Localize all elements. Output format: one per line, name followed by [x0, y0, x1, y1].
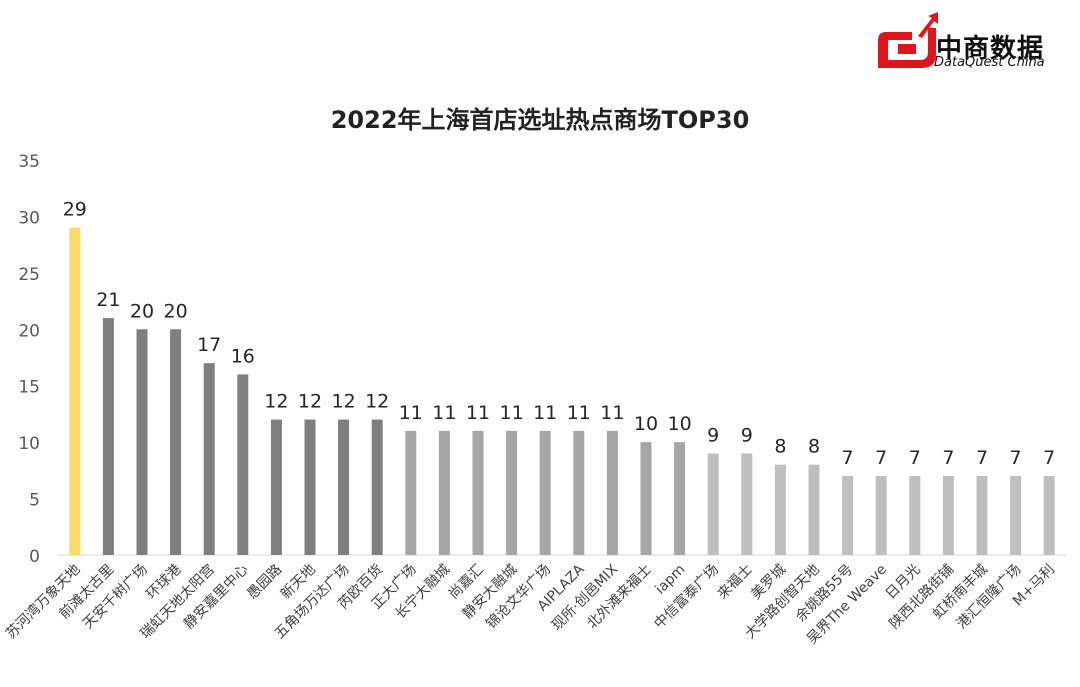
bar [102, 318, 114, 555]
bar-value-label: 8 [774, 436, 786, 458]
bar [741, 453, 753, 555]
y-tick-label: 20 [18, 321, 40, 341]
bar [976, 476, 988, 555]
bar [640, 442, 652, 555]
bar [203, 363, 215, 555]
bar-value-label: 21 [96, 289, 120, 311]
bar-value-label: 7 [909, 447, 921, 469]
bar-value-label: 7 [976, 447, 988, 469]
bar [1010, 476, 1022, 555]
y-tick-label: 15 [18, 378, 40, 398]
bar [674, 442, 686, 555]
bar [875, 476, 887, 555]
bar [69, 227, 81, 555]
y-tick-label: 10 [18, 434, 40, 454]
y-tick-label: 35 [18, 152, 40, 172]
bar-value-label: 10 [634, 413, 658, 435]
bar-value-label: 11 [432, 402, 456, 424]
bar-value-label: 7 [1010, 447, 1022, 469]
value-labels-group: 29 21 20 20 17 16 12 12 12 12 11 11 11 11 11 11 11 10 10 9 9… [63, 199, 1056, 469]
bar [338, 419, 350, 555]
bar [371, 419, 383, 555]
x-labels-group: 苏河湾万象天地前滩太古里天安千树广场环球港瑞虹天地太阳宫静安嘉里中心愚园路新天地… [2, 561, 1058, 648]
bar [808, 464, 820, 555]
bar-value-label: 11 [500, 402, 524, 424]
bar [304, 419, 316, 555]
bar [136, 329, 148, 555]
bar [909, 476, 921, 555]
bar [606, 430, 618, 555]
logo-mark-icon [878, 12, 938, 68]
bar-value-label: 7 [842, 447, 854, 469]
bar-value-label: 17 [197, 334, 221, 356]
bar-value-label: 12 [365, 391, 389, 413]
bar-value-label: 11 [399, 402, 423, 424]
bar [1043, 476, 1055, 555]
bar [774, 464, 786, 555]
y-tick-label: 0 [29, 547, 40, 567]
bar [506, 430, 518, 555]
bar-value-label: 9 [707, 424, 719, 446]
bar [842, 476, 854, 555]
bar-value-label: 11 [600, 402, 624, 424]
x-category-label: 愚园路 [244, 562, 285, 603]
bar [438, 430, 450, 555]
y-tick-label: 25 [18, 265, 40, 285]
bar-value-label: 11 [567, 402, 591, 424]
bar [170, 329, 182, 555]
logo-name-en: DataQuest China [934, 55, 1045, 70]
bars-group [69, 227, 1055, 555]
bar-value-label: 16 [231, 345, 255, 367]
bar-value-label: 7 [942, 447, 954, 469]
dataquest-logo [878, 12, 938, 68]
bar [472, 430, 484, 555]
bar [942, 476, 954, 555]
bar-value-label: 9 [741, 424, 753, 446]
bar [539, 430, 551, 555]
y-axis: 0 5 10 15 20 25 30 35 [18, 152, 40, 567]
bar [573, 430, 585, 555]
bar-value-label: 11 [533, 402, 557, 424]
bar-value-label: 12 [332, 391, 356, 413]
bar-value-label: 29 [63, 199, 87, 221]
y-tick-label: 5 [29, 491, 40, 511]
bar [707, 453, 719, 555]
bar-value-label: 20 [130, 300, 154, 322]
bar-value-label: 20 [164, 300, 188, 322]
chart-title: 2022年上海首店选址热点商场TOP30 [330, 106, 750, 134]
bar-value-label: 12 [264, 391, 288, 413]
bar-value-label: 8 [808, 436, 820, 458]
bar [270, 419, 282, 555]
bar-value-label: 7 [875, 447, 887, 469]
bar-value-label: 11 [466, 402, 490, 424]
x-category-label: 来福士 [715, 562, 756, 603]
bar-value-label: 10 [668, 413, 692, 435]
y-tick-label: 30 [18, 208, 40, 228]
bar [405, 430, 417, 555]
logo-name-cn: 中商数据 [936, 34, 1045, 64]
bar-value-label: 7 [1043, 447, 1055, 469]
bar-value-label: 12 [298, 391, 322, 413]
bar [237, 374, 249, 555]
